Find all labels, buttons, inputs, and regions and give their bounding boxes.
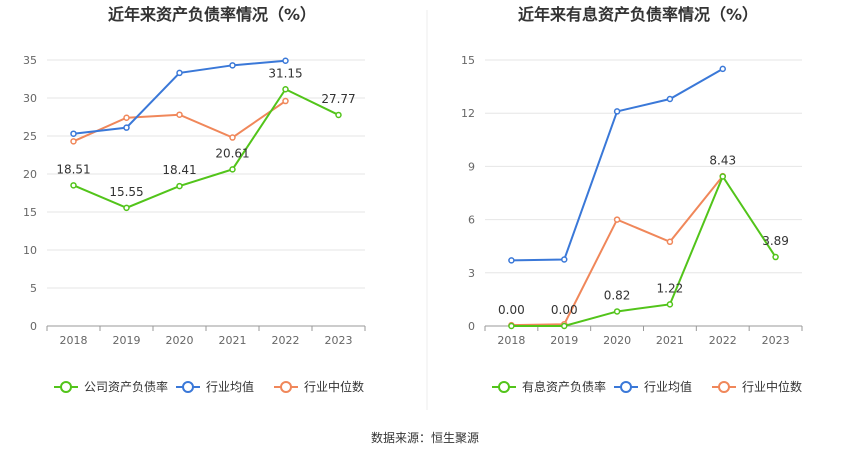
data-source: 数据来源：恒生聚源 [371,430,479,445]
x-tick-label: 2020 [166,334,194,347]
chart-debt-ratio: 近年来资产负债率情况（%） 0 5 10 15 20 25 30 35 2018 2019 2020… [23,5,366,394]
data-point [719,65,726,73]
data-point [176,182,183,190]
data-point [282,97,289,105]
data-point [176,111,183,118]
x-tick-label: 2023 [325,334,353,347]
series-line [511,67,724,262]
data-label: 15.55 [109,185,143,199]
y-tick-label: 15 [461,54,475,67]
legend-marker[interactable] [498,381,510,393]
data-point [666,301,674,308]
y-tick-label: 3 [468,267,475,280]
data-point [282,57,289,65]
y-tick-label: 20 [23,168,37,181]
legend-marker[interactable] [718,381,730,393]
y-tick-label: 35 [23,54,37,67]
data-label: 1.22 [657,281,684,295]
data-label: 20.61 [215,146,249,160]
data-point [561,322,568,330]
data-point [123,114,130,122]
y-tick-label: 0 [468,320,475,333]
data-point [613,308,621,315]
x-tick-label: 2023 [762,334,790,347]
data-point [282,86,289,93]
data-point [719,173,726,180]
data-point [335,111,342,119]
data-point [561,256,568,263]
y-tick-label: 15 [23,206,37,219]
data-label: 18.51 [56,162,90,176]
y-tick-label: 30 [23,92,37,105]
y-tick-label: 25 [23,130,37,143]
data-point [229,166,236,173]
data-point [772,253,779,261]
y-tick-label: 5 [30,282,37,295]
chart-title: 近年来有息资产负债率情况（%） [518,5,758,24]
data-point [123,204,130,212]
data-point [613,108,621,115]
data-point [70,182,77,189]
chart-interest-debt-ratio: 近年来有息资产负债率情况（%） 0 3 6 9 12 15 2018 2019 2020 2021… [461,5,803,394]
data-label: 18.41 [162,163,196,177]
data-point [508,257,515,264]
x-tick-label: 2021 [656,334,684,347]
data-point [508,322,515,330]
y-tick-label: 9 [468,160,475,173]
legend-marker[interactable] [280,381,292,393]
x-tick-label: 2022 [709,334,737,347]
data-point [123,124,130,131]
data-point [666,95,674,103]
data-point [229,62,236,69]
x-tick-label: 2018 [60,334,88,347]
data-point [666,238,674,246]
data-label: 0.82 [604,288,631,302]
series-line [73,87,339,209]
x-tick-label: 2019 [550,334,578,347]
legend-marker[interactable] [60,381,72,393]
legend-marker[interactable] [620,381,632,393]
data-label: 8.43 [709,154,736,168]
legend-label[interactable]: 行业均值 [206,379,254,394]
data-point [176,69,183,77]
y-tick-label: 6 [468,214,475,227]
data-label: 3.89 [762,234,789,248]
data-point [229,134,236,141]
x-tick-label: 2021 [219,334,247,347]
data-label: 27.77 [321,92,355,106]
data-label: 0.00 [498,303,525,317]
chart-title: 近年来资产负债率情况（%） [108,5,316,24]
legend-label[interactable]: 有息资产负债率 [522,379,606,394]
y-tick-label: 0 [30,320,37,333]
legend-label[interactable]: 行业中位数 [742,379,802,394]
legend-label[interactable]: 行业中位数 [304,379,364,394]
legend-marker[interactable] [182,381,194,393]
y-tick-label: 10 [23,244,37,257]
legend-label[interactable]: 行业均值 [644,379,692,394]
data-label: 31.15 [268,66,302,80]
series-line [73,100,287,143]
y-tick-label: 12 [461,107,475,120]
data-label: 0.00 [551,303,578,317]
data-point [70,130,77,137]
legend-label[interactable]: 公司资产负债率 [84,379,168,394]
x-tick-label: 2019 [113,334,141,347]
series-line [511,174,777,327]
data-point [70,138,77,145]
data-point [613,216,621,223]
x-tick-label: 2018 [497,334,525,347]
x-tick-label: 2020 [603,334,631,347]
x-tick-label: 2022 [272,334,300,347]
